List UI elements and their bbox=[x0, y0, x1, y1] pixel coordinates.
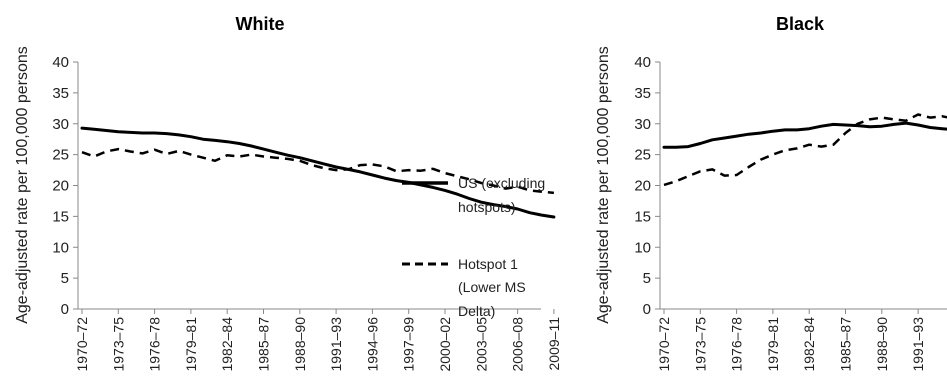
y-tick-label: 20 bbox=[634, 178, 651, 195]
series-line-hotspot1-black bbox=[663, 113, 947, 187]
series-line-us-black bbox=[662, 121, 947, 149]
y-tick-label: 5 bbox=[61, 270, 69, 287]
x-tick-label: 1973–75 bbox=[692, 317, 708, 372]
x-tick-label: 1970–72 bbox=[656, 317, 672, 372]
plot-area-black bbox=[662, 113, 947, 187]
y-tick-label: 25 bbox=[634, 147, 651, 164]
y-tick-label: 0 bbox=[643, 301, 651, 318]
chart-title-black: Black bbox=[776, 14, 825, 34]
y-axis-label-white: Age-adjusted rate per 100,000 persons bbox=[14, 46, 31, 324]
x-tick-label: 1970–72 bbox=[74, 317, 90, 372]
legend-label-hotspot1-line3: Delta) bbox=[458, 303, 495, 319]
x-tick-label: 1994–96 bbox=[364, 317, 380, 372]
y-tick-label: 30 bbox=[634, 116, 651, 133]
x-tick-label: 1979–81 bbox=[765, 317, 781, 372]
y-tick-label: 15 bbox=[634, 208, 651, 225]
y-tick-label: 25 bbox=[52, 147, 69, 164]
x-tick-label: 1973–75 bbox=[110, 317, 126, 372]
legend-label-us-line2: hotspots) bbox=[458, 199, 516, 215]
chart-title-white: White bbox=[236, 14, 285, 34]
y-tick-label: 10 bbox=[634, 239, 651, 256]
series-line-hotspot1-white bbox=[81, 147, 555, 195]
x-tick-label: 1991–93 bbox=[328, 317, 344, 372]
y-tick-label: 20 bbox=[52, 178, 69, 195]
x-axis-white: 1970–72 1973–75 1976–78 1979–81 1982–84 1985–… bbox=[74, 308, 562, 372]
y-axis-black: 0 5 10 15 20 25 30 35 40 bbox=[634, 54, 661, 318]
y-tick-label: 30 bbox=[52, 116, 69, 133]
y-tick-label: 15 bbox=[52, 208, 69, 225]
x-tick-label: 2003–05 bbox=[473, 317, 489, 372]
x-tick-label: 1988–90 bbox=[874, 317, 890, 372]
y-tick-label: 40 bbox=[52, 54, 69, 71]
x-tick-label: 1979–81 bbox=[183, 317, 199, 372]
x-tick-label: 1988–90 bbox=[292, 317, 308, 372]
panel-white: White Age-adjusted rate per 100,000 pers… bbox=[14, 14, 562, 372]
y-tick-label: 0 bbox=[61, 301, 69, 318]
legend-label-hotspot1-line2: (Lower MS bbox=[458, 279, 526, 295]
x-tick-label: 1982–84 bbox=[219, 317, 235, 372]
legend: US (excluding hotspots) Hotspot 1 (Lower… bbox=[402, 175, 545, 319]
legend-label-hotspot1-line1: Hotspot 1 bbox=[458, 256, 518, 272]
y-tick-label: 35 bbox=[634, 85, 651, 102]
series-line-us-white bbox=[80, 126, 556, 219]
y-tick-label: 35 bbox=[52, 85, 69, 102]
legend-label-us-line1: US (excluding bbox=[458, 175, 545, 191]
y-axis-label-black: Age-adjusted rate per 100,000 persons bbox=[595, 46, 612, 324]
y-tick-label: 40 bbox=[634, 54, 651, 71]
y-tick-label: 5 bbox=[643, 270, 651, 287]
x-tick-label: 1976–78 bbox=[729, 317, 745, 372]
x-axis-black: 1970–72 1973–75 1976–78 1979–81 1982–84 1985–… bbox=[656, 308, 947, 372]
x-tick-label: 1985–87 bbox=[256, 317, 272, 372]
x-tick-label: 1991–93 bbox=[910, 317, 926, 372]
y-tick-label: 10 bbox=[52, 239, 69, 256]
x-tick-label: 2009–11 bbox=[546, 317, 562, 371]
panel-black: Black Age-adjusted rate per 100,000 pers… bbox=[595, 14, 947, 372]
x-tick-label: 2000–02 bbox=[437, 317, 453, 372]
x-tick-label: 1985–87 bbox=[838, 317, 854, 372]
plot-area-white bbox=[80, 126, 556, 219]
y-axis-white: 0 5 10 15 20 25 30 35 40 bbox=[52, 54, 79, 318]
x-tick-label: 1982–84 bbox=[801, 317, 817, 372]
x-tick-label: 1997–99 bbox=[401, 317, 417, 372]
x-tick-label: 2006–08 bbox=[510, 317, 526, 372]
x-tick-label: 1976–78 bbox=[147, 317, 163, 372]
